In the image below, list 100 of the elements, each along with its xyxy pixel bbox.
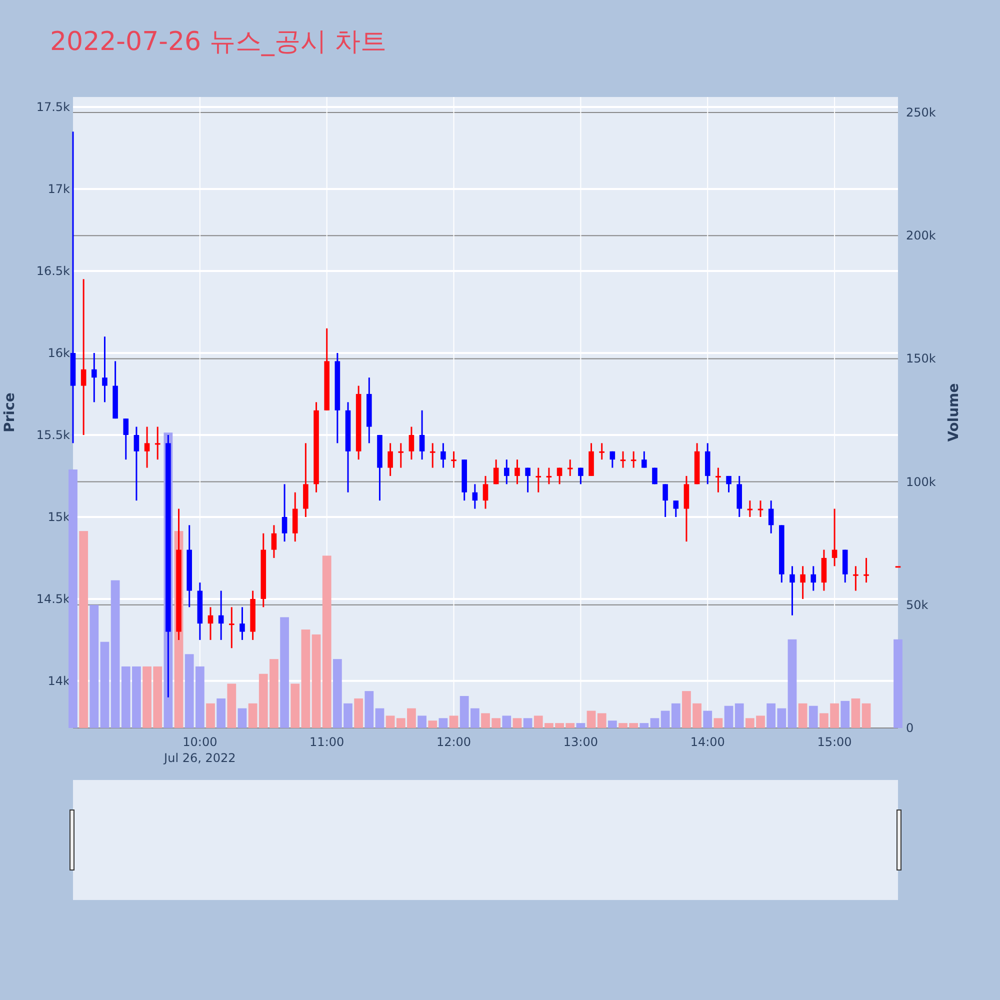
candlestick: [514, 458, 520, 485]
y-tick-label: 14k: [48, 674, 70, 688]
candlestick: [599, 442, 604, 460]
bar: [894, 639, 902, 728]
bar: [523, 718, 532, 728]
candlestick: [768, 500, 774, 534]
candlestick: [419, 410, 425, 460]
text: Jul 26, 2022: [163, 751, 236, 765]
candlestick: [482, 475, 488, 510]
candlestick: [440, 442, 446, 469]
candlestick: [504, 458, 510, 485]
candlestick: [493, 458, 499, 485]
candlestick: [80, 278, 86, 436]
bar: [364, 691, 374, 728]
candlestick: [620, 450, 626, 469]
y-tick-label: 14.5k: [36, 592, 70, 606]
candlestick: [536, 467, 542, 494]
candlestick: [662, 483, 668, 518]
bar: [840, 700, 850, 728]
candlestick: [747, 500, 753, 518]
candlestick: [790, 565, 795, 616]
candlestick: [271, 524, 277, 559]
bar: [216, 698, 226, 728]
candlestick: [398, 442, 404, 469]
bar: [798, 703, 808, 728]
bar: [354, 698, 364, 728]
candlestick: [832, 508, 838, 567]
candlestick: [430, 442, 436, 469]
x-tick-label: 15:00: [817, 735, 852, 749]
y2-tick-label: 200k: [906, 228, 936, 243]
y2-tick-label: 0: [906, 721, 914, 735]
bar: [862, 703, 871, 728]
candlestick: [546, 467, 552, 485]
bar: [851, 698, 860, 728]
bar: [301, 630, 310, 728]
candlestick: [673, 500, 679, 518]
candlestick: [70, 130, 76, 444]
candlestick: [716, 467, 721, 494]
candlestick: [800, 565, 806, 600]
candlestick: [525, 467, 530, 494]
y2-tick-label: 150k: [906, 352, 936, 366]
bar: [428, 720, 438, 728]
bar: [322, 556, 332, 728]
bar: [280, 617, 289, 728]
y-tick-label: 17k: [48, 182, 70, 196]
candlestick: [472, 483, 478, 510]
candlestick: [758, 500, 764, 518]
bar: [640, 723, 649, 728]
bar: [586, 710, 596, 728]
x-tick-label: 12:00: [436, 735, 472, 749]
x-tick-label: 11:00: [310, 735, 344, 749]
candlestick: [610, 450, 616, 469]
bar: [418, 716, 426, 728]
candlestick: [154, 426, 160, 460]
bar: [206, 703, 215, 728]
y2-tick-label: 100k: [906, 474, 936, 489]
candlestick: [218, 590, 224, 641]
bar: [808, 706, 818, 728]
bar: [100, 642, 110, 728]
bar: [714, 718, 723, 728]
candlestick: [810, 565, 816, 592]
candlestick: [642, 450, 647, 469]
bar: [734, 703, 744, 728]
candlestick: [556, 467, 562, 485]
bar: [238, 708, 247, 728]
bar: [438, 718, 448, 728]
candlestick: [282, 483, 288, 542]
x-tick-label: 13:00: [563, 735, 598, 749]
bar: [90, 604, 99, 728]
bar: [724, 706, 734, 728]
candlestick: [240, 606, 245, 641]
bar: [703, 710, 712, 728]
candlestick: [144, 426, 150, 469]
candlestick: [102, 336, 108, 403]
bar: [608, 720, 617, 728]
bar: [312, 634, 321, 728]
y-tick-label: 17.5k: [36, 100, 70, 114]
y2-axis-title: Volume: [946, 383, 962, 442]
candlestick: [853, 565, 858, 592]
candlestick: [864, 557, 869, 584]
candlestick: [229, 606, 234, 649]
candlestick: [578, 467, 584, 485]
candlestick: [388, 442, 393, 477]
bar: [788, 639, 797, 728]
bar: [79, 531, 88, 728]
bar: [597, 713, 606, 728]
candlestick: [208, 606, 214, 641]
y-tick-label: 15.5k: [36, 428, 70, 442]
candlestick: [567, 458, 573, 477]
candlestick: [408, 426, 414, 460]
bar: [512, 718, 522, 728]
candlestick: [451, 450, 456, 469]
candlestick: [630, 450, 636, 469]
y-tick-label: 16k: [48, 346, 70, 360]
chart-title: 2022-07-26 뉴스_공시 차트: [50, 27, 387, 57]
x-tick-label: 14:00: [690, 735, 725, 749]
candlestick: [123, 418, 129, 460]
y2-tick-label: 250k: [906, 106, 936, 120]
bar: [290, 684, 300, 728]
y-tick-label: 16.5k: [36, 264, 70, 278]
